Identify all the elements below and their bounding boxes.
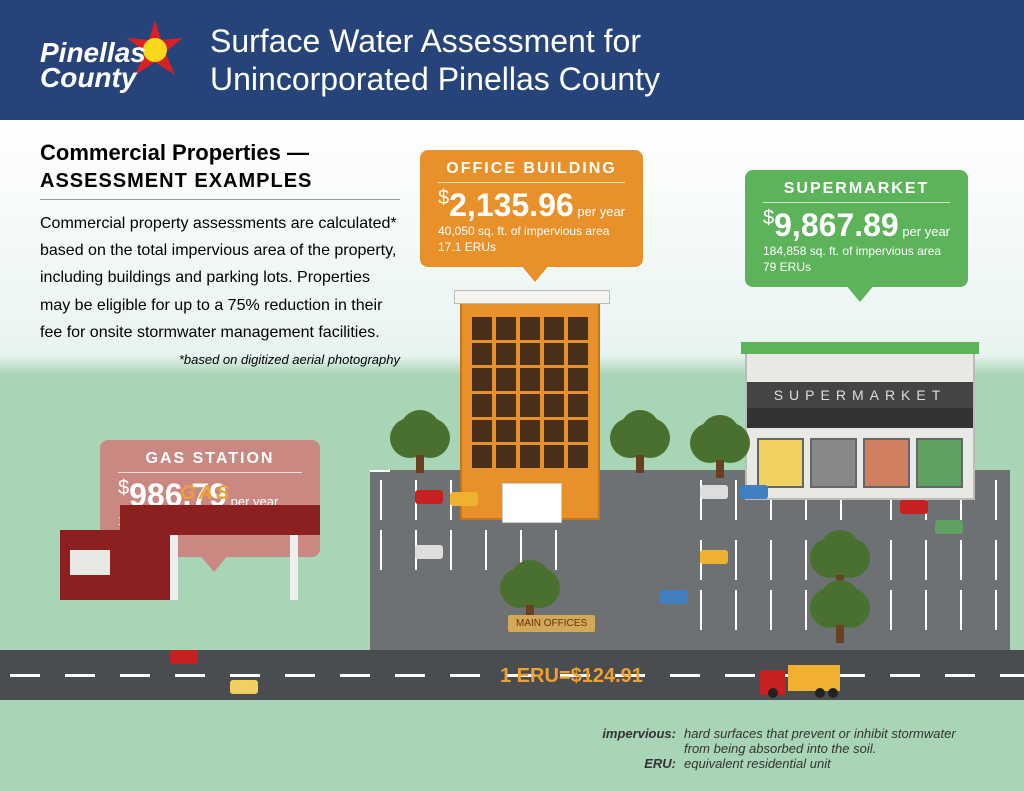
gas-sign: GAS [180,482,232,505]
car-icon [700,485,728,499]
car-icon [415,490,443,504]
supermarket-graphic: SUPERMARKET [745,350,975,500]
def-text: equivalent residential unit [684,756,831,771]
callout-title: SUPERMARKET [763,180,950,203]
supermarket-sign: SUPERMARKET [747,382,973,408]
car-icon [700,550,728,564]
pinellas-logo: Pinellas County [40,15,190,105]
truck-icon [760,665,840,695]
callout-area: 184,858 sq. ft. of impervious area [763,244,950,260]
tree-icon [400,410,440,473]
tree-icon [620,410,660,473]
callout-erus: 17.1 ERUs [438,240,625,256]
callout-price: $2,135.96 per year [438,187,625,224]
def-term: ERU: [594,756,684,771]
office-building-graphic [460,300,600,520]
definitions-block: impervious: hard surfaces that prevent o… [594,726,984,771]
intro-footnote: *based on digitized aerial photography [40,352,400,367]
header-bar: Pinellas County Surface Water Assessment… [0,0,1024,120]
callout-price: $9,867.89 per year [763,207,950,244]
callout-erus: 79 ERUs [763,260,950,276]
page-title: Surface Water Assessment for Unincorpora… [210,22,660,99]
tree-icon [820,580,860,643]
callout-area: 40,050 sq. ft. of impervious area [438,224,625,240]
car-icon [740,485,768,499]
intro-text-block: Commercial Properties — ASSESSMENT EXAMP… [40,140,400,367]
car-icon [935,520,963,534]
callout-title: OFFICE BUILDING [438,160,625,183]
car-icon [900,500,928,514]
callout-office-building: OFFICE BUILDING $2,135.96 per year 40,05… [420,150,643,267]
intro-heading-1: Commercial Properties — [40,140,400,166]
intro-divider [40,199,400,200]
scene: Commercial Properties — ASSESSMENT EXAMP… [0,120,1024,791]
intro-body: Commercial property assessments are calc… [40,210,400,346]
logo-text: Pinellas County [40,40,146,90]
def-text: hard surfaces that prevent or inhibit st… [684,726,984,756]
callout-supermarket: SUPERMARKET $9,867.89 per year 184,858 s… [745,170,968,287]
tree-icon [510,560,550,623]
tree-icon [700,415,740,478]
car-icon [415,545,443,559]
callout-title: GAS STATION [118,450,302,473]
main-offices-sign: MAIN OFFICES [508,615,595,632]
def-term: impervious: [594,726,684,756]
car-icon [170,650,198,664]
eru-rate-note: 1 ERU=$124.91 [500,665,643,688]
intro-heading-2: ASSESSMENT EXAMPLES [40,170,400,193]
car-icon [660,590,688,604]
car-icon [450,492,478,506]
office-windows [472,317,588,468]
car-icon [230,680,258,694]
